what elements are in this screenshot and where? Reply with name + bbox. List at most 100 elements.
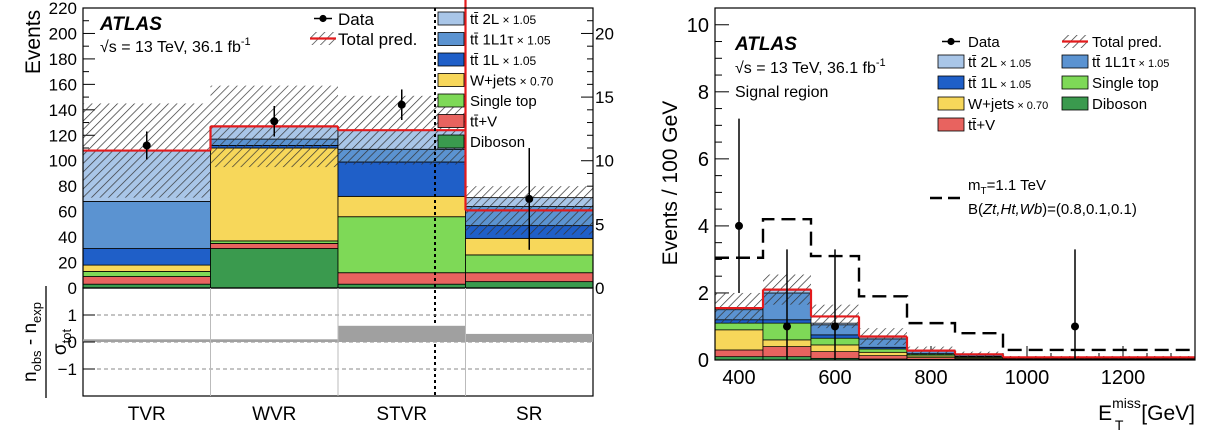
bar-ttV-STVR	[337, 272, 466, 285]
bar-ttV-SR	[465, 272, 594, 283]
data-point	[831, 322, 839, 331]
bar-ttbar_1L-STVR	[337, 161, 466, 197]
right-chart-met: Events / 100 GeV 0 2 4 6 8 10 400 600 800 1000 12…	[659, 7, 1196, 430]
legend-ttV-label: tt̄+V	[470, 114, 497, 131]
svg-text:B(Zt,Ht,Wb)=(0.8,0.1,0.1): B(Zt,Ht,Wb)=(0.8,0.1,0.1)	[968, 201, 1137, 218]
pull-ytick-label: 0	[68, 333, 77, 352]
left-ytick-label: 160	[49, 75, 77, 94]
right-legend-data-swatch-dot	[947, 37, 955, 46]
right-xtick-label: 400	[722, 367, 755, 389]
right-xtick-label: 800	[914, 367, 947, 389]
bar-ttbar_1L1tau-TVR	[82, 201, 211, 249]
bar-ttbar_1L-TVR	[82, 248, 211, 266]
bar-ttV-TVR	[82, 276, 211, 285]
legend-ttbar_1L-swatch	[437, 52, 465, 67]
bar-wjets-STVR	[337, 195, 466, 218]
hist-ttV	[714, 349, 764, 357]
right-y-ticks: 0 2 4 6 8 10	[687, 15, 729, 372]
right-legend-wjets-swatch	[937, 96, 965, 111]
legend-single_top-swatch	[437, 93, 465, 108]
right-frame	[714, 7, 1196, 361]
right-legend-diboson-label: Diboson	[1092, 96, 1147, 113]
right-ytick-label: 2	[698, 283, 709, 305]
left-ytick-label: 20	[58, 254, 77, 273]
data-point	[270, 117, 279, 126]
right-legend-diboson-swatch	[1061, 96, 1089, 111]
data-point	[397, 100, 406, 109]
right-ytick-label: 10	[687, 15, 709, 37]
right-legend-ttbar_1L1tau-swatch	[1061, 54, 1089, 69]
left-ytick-label: 200	[49, 24, 77, 43]
legend-ttbar_1L-label: tt̄ 1L × 1.05	[470, 52, 537, 69]
right-xtick-label: 1200	[1101, 367, 1146, 389]
right-data-points	[735, 118, 1079, 360]
right-energy-label: √s = 13 TeV, 36.1 fb-1	[735, 57, 886, 77]
right-ylabel: Events / 100 GeV	[659, 101, 682, 266]
right-legend-ttbar_2L-swatch	[937, 54, 965, 69]
data-point	[783, 322, 791, 331]
left-atlas-label: ATLAS	[99, 14, 162, 35]
right-xtick-label: 600	[818, 367, 851, 389]
pull-bar-SR	[465, 333, 593, 342]
right-legend-ttbar_2L-label: tt̄ 2L × 1.05	[968, 54, 1031, 71]
right-axis-tick-label: 15	[595, 88, 614, 107]
left-pull-ylabel: nobs - nexp σtot	[20, 286, 74, 398]
left-ytick-label: 0	[68, 279, 77, 298]
svg-text:nobs - nexp: nobs - nexp	[20, 302, 44, 382]
legend-ttbar_1L1tau-swatch	[437, 32, 465, 46]
right-axis-tick-label: 20	[595, 24, 614, 43]
hist-wjets	[714, 329, 764, 351]
right-atlas-label: ATLAS	[734, 34, 797, 55]
legend-wjets-swatch	[437, 73, 465, 87]
left-y-ticks: 0 20 40 60 80 100 120 140 160 180 200 220	[49, 0, 95, 298]
right-legend-total-label: Total pred.	[1092, 34, 1162, 51]
pull-ytick-label: 1	[68, 306, 77, 325]
legend-single_top-label: Single top	[470, 93, 537, 110]
right-legend: Data Total pred. tt̄ 2L × 1.05 tt̄ 1L1τ × 1…	[937, 34, 1169, 134]
left-ylabel: Events	[22, 10, 45, 74]
pull-ytick-label: −1	[58, 360, 77, 379]
hist-wjets	[858, 351, 908, 356]
data-point	[525, 194, 534, 203]
right-legend-data-label: Data	[968, 34, 1000, 51]
left-ytick-label: 140	[49, 101, 77, 120]
category-label-STVR: STVR	[376, 404, 427, 425]
right-region-label: Signal region	[735, 84, 828, 101]
data-point	[1071, 322, 1079, 331]
bar-diboson-WVR	[210, 248, 339, 289]
data-point	[142, 141, 151, 150]
right-legend-ttV-label: tt̄+V	[968, 117, 995, 134]
svg-text:σtot: σtot	[50, 329, 74, 356]
left-energy-label: √s = 13 TeV, 36.1 fb-1	[100, 36, 251, 56]
legend-diboson-swatch	[437, 134, 465, 149]
right-signal-legend: mT=1.1 TeV B(Zt,Ht,Wb)=(0.8,0.1,0.1)	[930, 177, 1137, 218]
legend-data-swatch-dot	[319, 14, 327, 23]
legend-wjets-label: W+jets × 0.70	[470, 73, 554, 90]
legend-ttV-swatch	[437, 114, 465, 128]
right-ytick-label: 0	[698, 350, 709, 372]
right-signal-curve	[715, 218, 1195, 352]
legend-ttbar_2L-swatch	[437, 11, 465, 26]
hist-ttV	[858, 355, 908, 360]
right-legend-single_top-swatch	[1061, 75, 1089, 90]
left-ytick-label: 60	[58, 203, 77, 222]
bar-diboson-SR	[465, 281, 594, 289]
hist-single_top	[858, 348, 908, 353]
right-ytick-label: 8	[698, 82, 709, 104]
bar-single_top-STVR	[337, 216, 466, 274]
left-category-labels: TVR WVR STVR SR	[128, 404, 543, 425]
legend-diboson-label: Diboson	[470, 134, 525, 151]
category-label-SR: SR	[516, 404, 542, 425]
right-axis-tick-label: 0	[595, 279, 604, 298]
right-legend-ttV-swatch	[937, 117, 965, 132]
left-pull-panel: −1 0 1	[58, 288, 593, 396]
bar-single_top-SR	[465, 254, 594, 274]
bar-ttV-WVR	[210, 243, 339, 249]
right-axis-tick-label: 5	[595, 215, 604, 234]
right-xlabel: Emiss T [GeV]	[1098, 395, 1195, 430]
svg-text:mT=1.1 TeV: mT=1.1 TeV	[968, 177, 1046, 197]
pull-bar-TVR	[83, 339, 211, 342]
left-ytick-label: 120	[49, 126, 77, 145]
